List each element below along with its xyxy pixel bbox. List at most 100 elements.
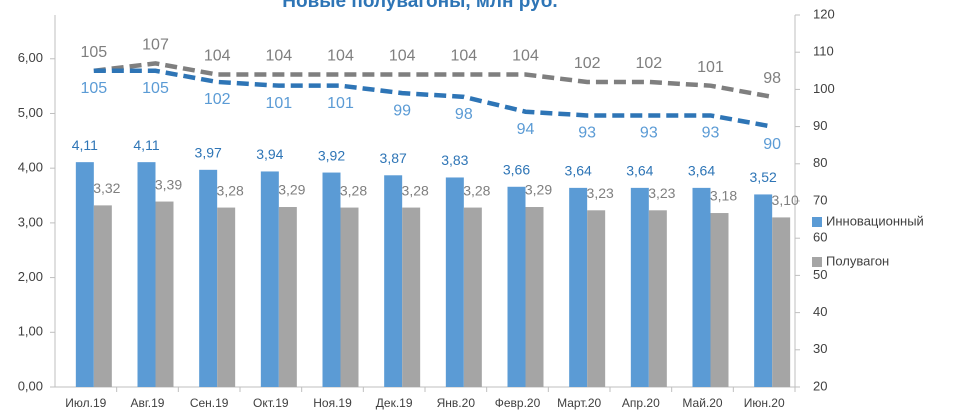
x-tick-label: Апр.20 <box>622 396 660 410</box>
bar-value-label: 3,39 <box>155 176 182 192</box>
bar-value-label: 3,87 <box>380 150 407 166</box>
line-value-label: 104 <box>265 48 292 65</box>
bar-value-label: 3,10 <box>772 192 799 208</box>
line-value-label: 102 <box>204 91 231 108</box>
line-value-label: 105 <box>80 80 107 97</box>
x-tick-label: Окт.19 <box>253 396 289 410</box>
bar <box>507 186 526 387</box>
bar-value-label: 3,92 <box>318 147 345 163</box>
bar-value-label: 3,32 <box>93 180 120 196</box>
x-tick-label: Июн.20 <box>744 396 785 410</box>
y2-tick-label: 30 <box>813 341 827 356</box>
bar <box>155 201 174 387</box>
y2-tick-label: 20 <box>813 378 827 393</box>
x-tick-label: Сен.19 <box>190 396 229 410</box>
y2-tick-label: 110 <box>813 44 834 59</box>
bar <box>75 162 94 387</box>
x-tick-label: Дек.19 <box>376 396 413 410</box>
line-value-label: 105 <box>142 80 169 97</box>
bar <box>630 187 649 387</box>
line-value-label: 90 <box>763 136 781 153</box>
bar-value-label: 3,29 <box>278 182 305 198</box>
bar <box>692 187 711 387</box>
line-value-label: 104 <box>389 48 416 65</box>
y-tick-label: 5,00 <box>18 105 43 120</box>
line-value-label: 104 <box>204 48 231 65</box>
bar <box>93 205 112 387</box>
bar <box>199 169 218 387</box>
bar-value-label: 3,52 <box>750 169 777 185</box>
bar <box>445 177 464 387</box>
line-value-label: 102 <box>635 55 662 72</box>
line-value-label: 104 <box>512 48 539 65</box>
chart-title: Новые полувагоны, млн руб. <box>282 0 557 12</box>
y-tick-label: 1,00 <box>18 324 43 339</box>
line-value-label: 104 <box>450 48 477 65</box>
legend-label: Инновационный <box>826 213 924 228</box>
legend-label: Полувагон <box>826 253 889 268</box>
bar <box>525 207 544 387</box>
bar <box>648 210 667 387</box>
bar <box>569 187 588 387</box>
line-value-label: 98 <box>763 70 781 87</box>
line-value-label: 94 <box>517 121 535 138</box>
line-value-label: 101 <box>327 95 354 112</box>
x-tick-label: Июл.19 <box>65 396 106 410</box>
line-value-label: 93 <box>640 125 658 142</box>
bar-value-label: 3,64 <box>565 163 592 179</box>
bar <box>463 207 482 387</box>
y-tick-label: 0,00 <box>18 378 43 393</box>
y-tick-label: 2,00 <box>18 269 43 284</box>
bar-value-label: 3,64 <box>688 163 715 179</box>
y2-tick-label: 60 <box>813 230 827 245</box>
bar-value-label: 3,18 <box>710 188 737 204</box>
bar-value-label: 3,83 <box>441 152 468 168</box>
bar-value-label: 3,29 <box>525 182 552 198</box>
x-tick-label: Авг.19 <box>131 396 165 410</box>
bar <box>402 207 421 387</box>
x-tick-label: Март.20 <box>557 396 601 410</box>
line <box>93 68 773 129</box>
line-value-label: 93 <box>578 125 596 142</box>
line-value-label: 104 <box>327 48 354 65</box>
x-tick-label: Янв.20 <box>437 396 476 410</box>
legend-swatch <box>812 217 822 227</box>
bar-value-label: 3,66 <box>503 161 530 177</box>
line-value-label: 101 <box>265 95 292 112</box>
y2-tick-label: 50 <box>813 267 827 282</box>
bar-value-label: 3,28 <box>463 182 490 198</box>
bar <box>340 207 359 387</box>
legend-swatch <box>812 257 822 267</box>
bar-value-label: 4,11 <box>133 137 159 153</box>
y2-tick-label: 100 <box>813 81 835 96</box>
y2-tick-label: 90 <box>813 118 827 133</box>
x-tick-label: Май.20 <box>682 396 723 410</box>
bar <box>587 210 606 387</box>
bar <box>217 207 236 387</box>
bar-value-label: 3,28 <box>340 182 367 198</box>
bar <box>260 171 279 387</box>
line-value-label: 102 <box>574 55 601 72</box>
line-value-label: 99 <box>393 102 411 119</box>
bar <box>322 172 341 387</box>
bar <box>278 207 297 387</box>
bar-value-label: 3,28 <box>402 182 429 198</box>
bar-value-label: 3,64 <box>626 163 653 179</box>
bar-value-label: 3,23 <box>648 185 675 201</box>
x-tick-label: Ноя.19 <box>313 396 352 410</box>
bar <box>137 162 156 387</box>
line-value-label: 93 <box>702 125 720 142</box>
line-value-label: 105 <box>80 44 107 61</box>
y2-tick-label: 120 <box>813 6 835 21</box>
bar <box>384 175 403 387</box>
line <box>93 61 773 100</box>
y2-tick-label: 70 <box>813 192 827 207</box>
y2-tick-label: 40 <box>813 304 827 319</box>
bar <box>710 213 729 387</box>
y-tick-label: 3,00 <box>18 214 43 229</box>
y-tick-label: 6,00 <box>18 50 43 65</box>
y-tick-label: 4,00 <box>18 160 43 175</box>
line-value-label: 107 <box>142 37 169 54</box>
bar <box>754 194 773 387</box>
